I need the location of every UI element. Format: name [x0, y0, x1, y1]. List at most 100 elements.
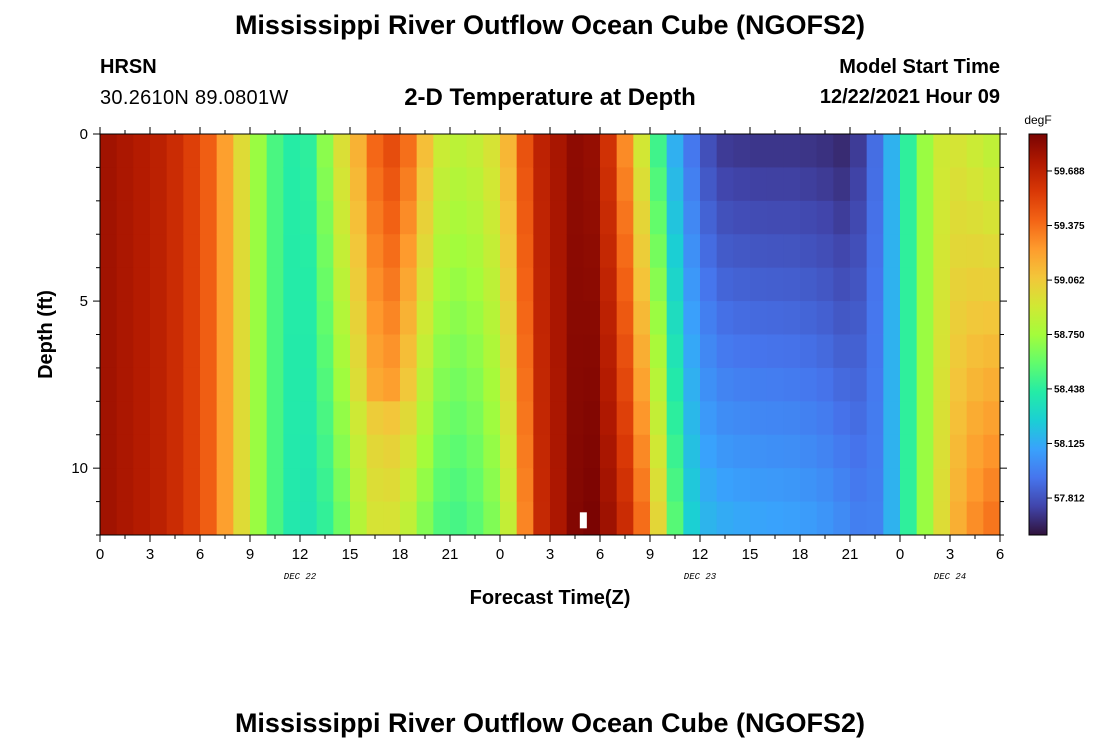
heatmap-cell	[233, 267, 251, 302]
heatmap-cell	[366, 501, 384, 536]
heatmap-cell	[733, 401, 751, 436]
heatmap-cell	[116, 167, 134, 202]
heatmap-cell	[366, 468, 384, 502]
heatmap-cell	[266, 267, 284, 302]
heatmap-cell	[683, 367, 701, 402]
heatmap-cell	[250, 301, 268, 335]
heatmap-cell	[783, 267, 801, 302]
heatmap-cell	[833, 401, 851, 436]
heatmap-cell	[166, 367, 184, 402]
heatmap-cell	[833, 234, 851, 269]
heatmap-cell	[333, 334, 351, 369]
heatmap-cell	[916, 468, 934, 502]
heatmap-cell	[416, 267, 434, 302]
heatmap-cell	[250, 134, 268, 168]
x-axis-title: Forecast Time(Z)	[470, 587, 631, 609]
heatmap-cell	[700, 267, 718, 302]
heatmap-cell	[100, 167, 118, 202]
heatmap-cell	[933, 367, 951, 402]
heatmap-cell	[800, 334, 818, 369]
heatmap-cell	[133, 167, 151, 202]
heatmap-cell	[700, 301, 718, 335]
heatmap-cell	[750, 468, 768, 502]
heatmap-cell	[683, 200, 701, 235]
heatmap-cell	[616, 501, 634, 536]
heatmap-cell	[683, 234, 701, 269]
heatmap-cell	[550, 301, 568, 335]
heatmap-cell	[650, 468, 668, 502]
heatmap-cell	[916, 501, 934, 536]
heatmap-cell	[700, 134, 718, 168]
heatmap-cells	[100, 134, 1001, 536]
heatmap-cell	[500, 367, 518, 402]
heatmap-cell	[483, 501, 501, 536]
colorbar-unit: degF	[1024, 113, 1051, 127]
heatmap-cell	[283, 200, 301, 235]
heatmap-cell	[983, 134, 1001, 168]
heatmap-cell	[883, 234, 901, 269]
heatmap-cell	[766, 401, 784, 436]
heatmap-cell	[500, 301, 518, 335]
heatmap-cell	[150, 267, 168, 302]
heatmap-cell	[166, 501, 184, 536]
heatmap-cell	[766, 167, 784, 202]
heatmap-cell	[233, 367, 251, 402]
heatmap-cell	[616, 167, 634, 202]
heatmap-cell	[566, 401, 584, 436]
heatmap-cell	[750, 200, 768, 235]
heatmap-cell	[350, 434, 368, 469]
heatmap-cell	[383, 501, 401, 536]
heatmap-cell	[500, 134, 518, 168]
heatmap-cell	[150, 434, 168, 469]
heatmap-cell	[500, 401, 518, 436]
heatmap-cell	[433, 468, 451, 502]
heatmap-cell	[983, 234, 1001, 269]
x-tick-label: 3	[146, 546, 154, 563]
heatmap-cell	[266, 434, 284, 469]
heatmap-cell	[900, 501, 918, 536]
heatmap-cell	[416, 501, 434, 536]
heatmap-cell	[966, 234, 984, 269]
heatmap-cell	[333, 134, 351, 168]
heatmap-cell	[816, 434, 834, 469]
heatmap-cell	[433, 301, 451, 335]
x-tick-label: 0	[896, 546, 904, 563]
heatmap-cell	[900, 434, 918, 469]
heatmap-cell	[766, 134, 784, 168]
heatmap-cell	[633, 401, 651, 436]
heatmap-cell	[600, 334, 618, 369]
heatmap-cell	[133, 134, 151, 168]
heatmap-cell	[550, 234, 568, 269]
heatmap-cell	[716, 200, 734, 235]
heatmap-cell	[233, 200, 251, 235]
heatmap-cell	[150, 301, 168, 335]
heatmap-cell	[583, 401, 601, 436]
heatmap-cell	[183, 301, 201, 335]
heatmap-cell	[933, 468, 951, 502]
heatmap-cell	[100, 301, 118, 335]
heatmap-cell	[233, 401, 251, 436]
heatmap-cell	[866, 234, 884, 269]
heatmap-cell	[266, 167, 284, 202]
heatmap-cell	[783, 434, 801, 469]
heatmap-cell	[300, 134, 318, 168]
heatmap-cell	[750, 301, 768, 335]
heatmap-cell	[266, 468, 284, 502]
heatmap-cell	[666, 334, 684, 369]
heatmap-cell	[466, 167, 484, 202]
heatmap-cell	[116, 301, 134, 335]
colorbar-tick-label: 58.125	[1054, 439, 1085, 450]
heatmap-cell	[966, 501, 984, 536]
heatmap-cell	[216, 167, 234, 202]
heatmap-cell	[200, 134, 218, 168]
heatmap-cell	[400, 200, 418, 235]
heatmap-cell	[333, 434, 351, 469]
heatmap-cell	[216, 134, 234, 168]
heatmap-cell	[100, 334, 118, 369]
main-title: Mississippi River Outflow Ocean Cube (NG…	[234, 10, 866, 40]
heatmap-cell	[650, 301, 668, 335]
y-tick-label: 5	[80, 293, 88, 310]
heatmap-cell	[416, 434, 434, 469]
x-tick-label: 3	[946, 546, 954, 563]
heatmap-cell	[416, 200, 434, 235]
